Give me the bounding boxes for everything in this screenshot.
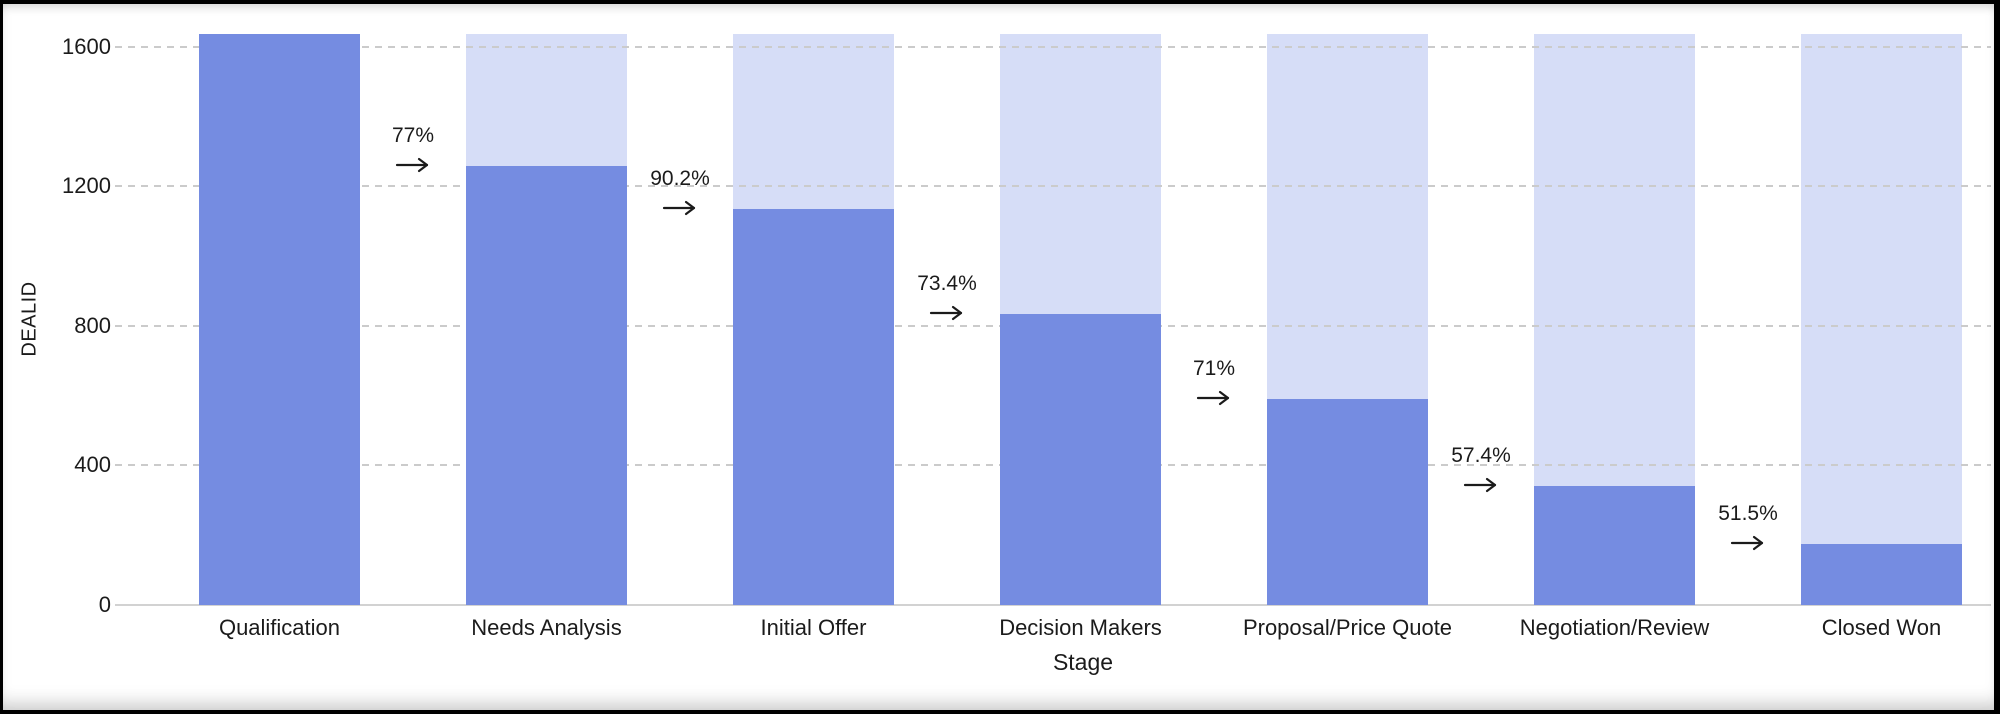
funnel-bar[interactable] xyxy=(733,208,894,605)
right-arrow-icon xyxy=(1730,535,1766,551)
right-arrow-icon xyxy=(1196,390,1232,406)
x-category-label: Decision Makers xyxy=(999,615,1162,640)
right-arrow-icon xyxy=(929,305,965,321)
funnel-bar[interactable] xyxy=(1000,314,1161,605)
funnel-bar[interactable] xyxy=(1801,543,1962,605)
funnel-bar[interactable] xyxy=(1267,398,1428,605)
conversion-rate-label: 57.4% xyxy=(1451,444,1511,468)
gridline xyxy=(115,45,1991,48)
y-tick-label: 1200 xyxy=(62,173,111,199)
x-axis-title: Stage xyxy=(1052,649,1114,675)
funnel-bar-background xyxy=(1801,34,1962,605)
x-category-label: Needs Analysis xyxy=(471,615,622,640)
x-category-label: Qualification xyxy=(218,615,341,640)
y-tick-label: 1600 xyxy=(62,33,111,59)
conversion-rate-label: 51.5% xyxy=(1718,501,1778,525)
conversion-rate-label: 77% xyxy=(391,123,435,147)
y-tick-label: 0 xyxy=(98,592,111,617)
right-arrow-icon xyxy=(662,200,698,216)
funnel-bar[interactable] xyxy=(199,34,360,605)
funnel-bar[interactable] xyxy=(1534,486,1695,605)
x-category-label: Closed Won xyxy=(1821,615,1942,640)
x-category-label: Negotiation/Review xyxy=(1519,615,1710,640)
right-arrow-icon xyxy=(1463,477,1499,493)
y-tick-label: 400 xyxy=(74,452,111,478)
x-category-label: Proposal/Price Quote xyxy=(1242,615,1453,640)
conversion-rate-label: 90.2% xyxy=(650,166,710,190)
conversion-rate-label: 73.4% xyxy=(917,272,977,296)
x-axis-line xyxy=(115,604,1991,606)
funnel-bar[interactable] xyxy=(466,165,627,605)
y-tick-label: 800 xyxy=(74,312,111,338)
plot-area: DEALID Stage 0 400 800 1200 1600 Qualificatio… xyxy=(3,4,1994,710)
conversion-rate-label: 71% xyxy=(1192,356,1236,380)
x-category-label: Initial Offer xyxy=(760,615,867,640)
right-arrow-icon xyxy=(395,157,431,173)
gridline xyxy=(115,185,1991,188)
